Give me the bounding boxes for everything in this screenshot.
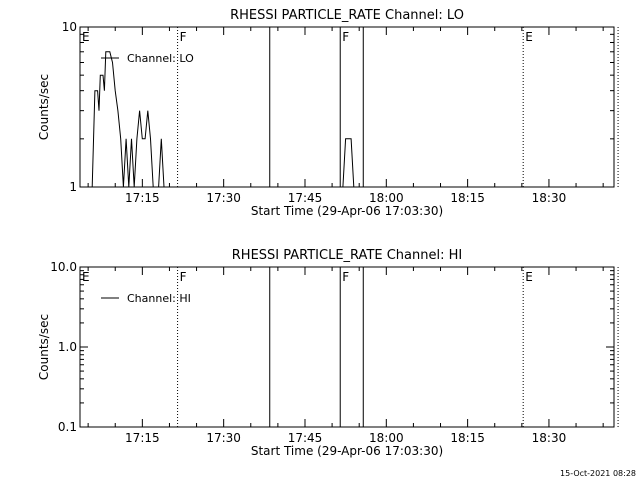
x-axis-label: Start Time (29-Apr-06 17:03:30)	[251, 204, 443, 218]
x-tick-label: 18:00	[369, 431, 404, 445]
x-axis-label: Start Time (29-Apr-06 17:03:30)	[251, 444, 443, 458]
x-tick-label: 18:00	[369, 191, 404, 205]
y-tick-label: 10	[62, 20, 77, 34]
x-tick-label: 18:15	[450, 191, 485, 205]
x-tick-label: 17:45	[288, 191, 323, 205]
chart-title: RHESSI PARTICLE_RATE Channel: LO	[230, 8, 464, 23]
x-tick-label: 18:15	[450, 431, 485, 445]
event-marker-label: F	[180, 30, 187, 44]
x-tick-label: 18:30	[532, 431, 567, 445]
event-marker-label: F	[180, 270, 187, 284]
x-tick-label: 17:45	[288, 431, 323, 445]
y-tick-label: 1.0	[58, 340, 77, 354]
x-tick-label: 18:30	[532, 191, 567, 205]
y-axis-label: Counts/sec	[37, 314, 51, 380]
event-marker-label: E	[525, 270, 533, 284]
x-tick-label: 17:30	[206, 431, 241, 445]
event-marker-label: E	[82, 30, 90, 44]
footer-timestamp: 15-Oct-2021 08:28	[560, 469, 636, 478]
legend-label: Channel: HI	[127, 292, 191, 305]
event-marker-label: F	[342, 270, 349, 284]
x-tick-label: 17:15	[125, 431, 160, 445]
event-marker-label: F	[342, 30, 349, 44]
series-line	[91, 51, 181, 188]
legend-label: Channel: LO	[127, 52, 194, 65]
y-tick-label: 10.0	[50, 260, 77, 274]
x-tick-label: 17:30	[206, 191, 241, 205]
y-tick-label: 1	[69, 180, 77, 194]
y-tick-label: 0.1	[58, 420, 77, 434]
y-axis-label: Counts/sec	[37, 74, 51, 140]
x-tick-label: 17:15	[125, 191, 160, 205]
chart-title: RHESSI PARTICLE_RATE Channel: HI	[232, 248, 462, 263]
panel-0: RHESSI PARTICLE_RATE Channel: LO 17:15 17:…	[37, 8, 619, 218]
event-marker-label: E	[525, 30, 533, 44]
series-line	[342, 138, 355, 188]
event-marker-label: E	[82, 270, 90, 284]
panel-1: RHESSI PARTICLE_RATE Channel: HI 17:15 17:…	[37, 248, 619, 458]
